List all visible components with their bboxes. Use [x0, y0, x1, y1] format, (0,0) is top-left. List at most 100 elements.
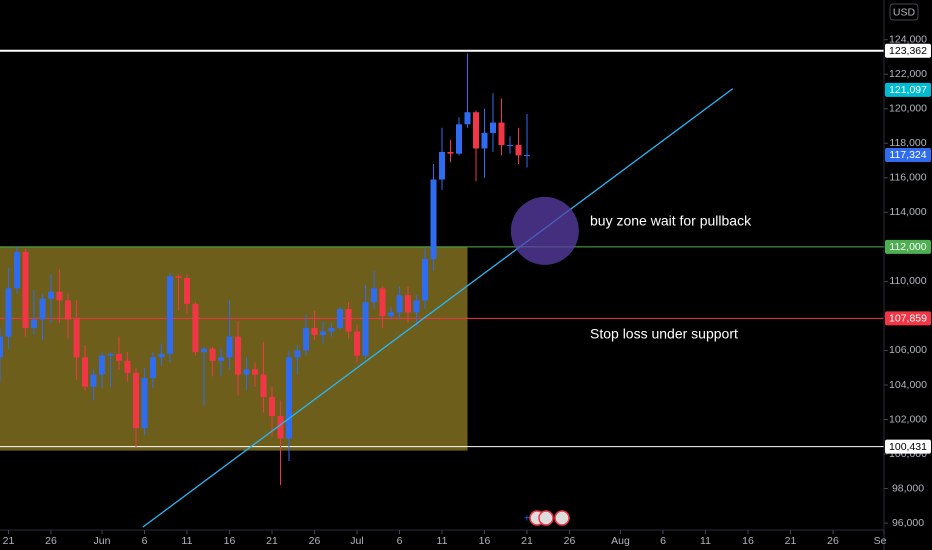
x-tick-label: 11 [182, 535, 193, 547]
x-tick-label: 21 [266, 535, 278, 547]
candle-body [90, 374, 97, 387]
candle-body [22, 252, 29, 329]
price-label: 123,362 [889, 45, 927, 57]
candle-body [515, 145, 522, 156]
candle-body [252, 369, 258, 375]
candle-body [226, 336, 233, 358]
candle-body [464, 112, 471, 125]
x-tick-label: 26 [564, 535, 576, 547]
x-tick-label: 11 [437, 535, 448, 547]
price-label-bg [885, 439, 931, 454]
x-tick-label: Se [874, 535, 887, 547]
x-tick-label: 6 [142, 535, 148, 547]
candle-body [192, 303, 199, 353]
candle-body [379, 288, 386, 316]
trendline [142, 88, 734, 528]
currency-box[interactable] [889, 3, 919, 21]
candle-body [362, 302, 369, 356]
x-tick-label: 21 [3, 535, 15, 547]
candle-body [447, 151, 454, 154]
y-tick-label: 120,000 [889, 103, 927, 115]
candle-body [107, 353, 114, 356]
candle-body [5, 288, 12, 337]
candle-body [99, 355, 105, 375]
candle-body [269, 397, 275, 417]
x-tick-label: 21 [521, 535, 533, 547]
candle-body [48, 291, 54, 299]
event-icons[interactable]: + [524, 510, 570, 526]
candle-body [405, 295, 411, 313]
candle-body [311, 328, 318, 335]
candle-body [209, 348, 216, 361]
x-tick-label: Jul [350, 535, 363, 547]
candle-body [345, 309, 352, 332]
x-tick-label: 16 [479, 535, 491, 547]
candle-body [456, 124, 462, 154]
price-label-bg [885, 239, 931, 254]
candle-body [82, 357, 88, 387]
candle-body [31, 319, 37, 329]
candle-body [133, 372, 139, 429]
price-label: 112,000 [889, 241, 926, 253]
x-tick-label: 6 [397, 535, 403, 547]
candle-body [286, 357, 292, 439]
x-tick-label: 26 [45, 535, 57, 547]
candle-body [184, 277, 190, 304]
candle-body [490, 122, 496, 133]
price-label: 107,859 [889, 313, 927, 325]
y-tick-label: 102,000 [889, 413, 927, 425]
candle-body [218, 357, 224, 361]
candle-body [303, 328, 309, 351]
candle-body [277, 416, 284, 439]
x-tick-label: 16 [742, 535, 754, 547]
candle-body [498, 122, 505, 146]
y-tick-label: 98,000 [892, 482, 924, 494]
candle-body [439, 151, 445, 180]
candle-body [371, 288, 377, 303]
plot-area: buy zone wait for pullback Stop loss unde… [0, 49, 884, 528]
candle-body [413, 300, 420, 313]
price-label-bg [885, 43, 931, 58]
x-tick-label: 6 [660, 535, 666, 547]
candle-body [150, 357, 156, 379]
y-tick-label: 116,000 [889, 172, 926, 184]
candle-body [158, 353, 165, 358]
candle-body [56, 291, 63, 301]
svg-text:+: + [524, 514, 530, 525]
candle-body [294, 350, 301, 358]
y-tick-label: 110,000 [889, 275, 926, 287]
candle-body [175, 276, 182, 278]
price-label: 100,431 [889, 441, 927, 453]
candle-body [141, 378, 148, 429]
y-tick-label: 106,000 [889, 344, 927, 356]
x-tick-label: 16 [224, 535, 236, 547]
price-label-bg [885, 147, 931, 162]
candle-body [116, 353, 122, 361]
support-zone [0, 246, 468, 451]
y-tick-label: 122,000 [889, 68, 927, 80]
candle-body [260, 374, 267, 398]
buy-zone-circle [510, 196, 579, 265]
candle-body [337, 309, 343, 329]
y-tick-label: 96,000 [892, 517, 924, 529]
x-tick-label: 26 [827, 535, 839, 547]
candle-body [430, 179, 437, 259]
candle-body [243, 369, 250, 375]
x-tick-label: 11 [700, 535, 711, 547]
candle-body [167, 276, 173, 354]
candle-body [507, 145, 513, 147]
price-label: 117,324 [889, 149, 926, 161]
annotation: Stop loss under support [590, 326, 738, 342]
candle-body [0, 336, 3, 358]
price-label-bg [885, 311, 931, 326]
currency[interactable]: USD [893, 6, 916, 18]
y-tick-label: 114,000 [889, 206, 926, 218]
candle-body [201, 348, 207, 353]
annotation: buy zone wait for pullback [590, 213, 752, 229]
x-tick-label: 26 [309, 535, 321, 547]
candle-body [65, 300, 71, 320]
candle-body [388, 312, 394, 316]
candle-body [73, 319, 80, 358]
x-tick-label: Jun [94, 535, 111, 547]
